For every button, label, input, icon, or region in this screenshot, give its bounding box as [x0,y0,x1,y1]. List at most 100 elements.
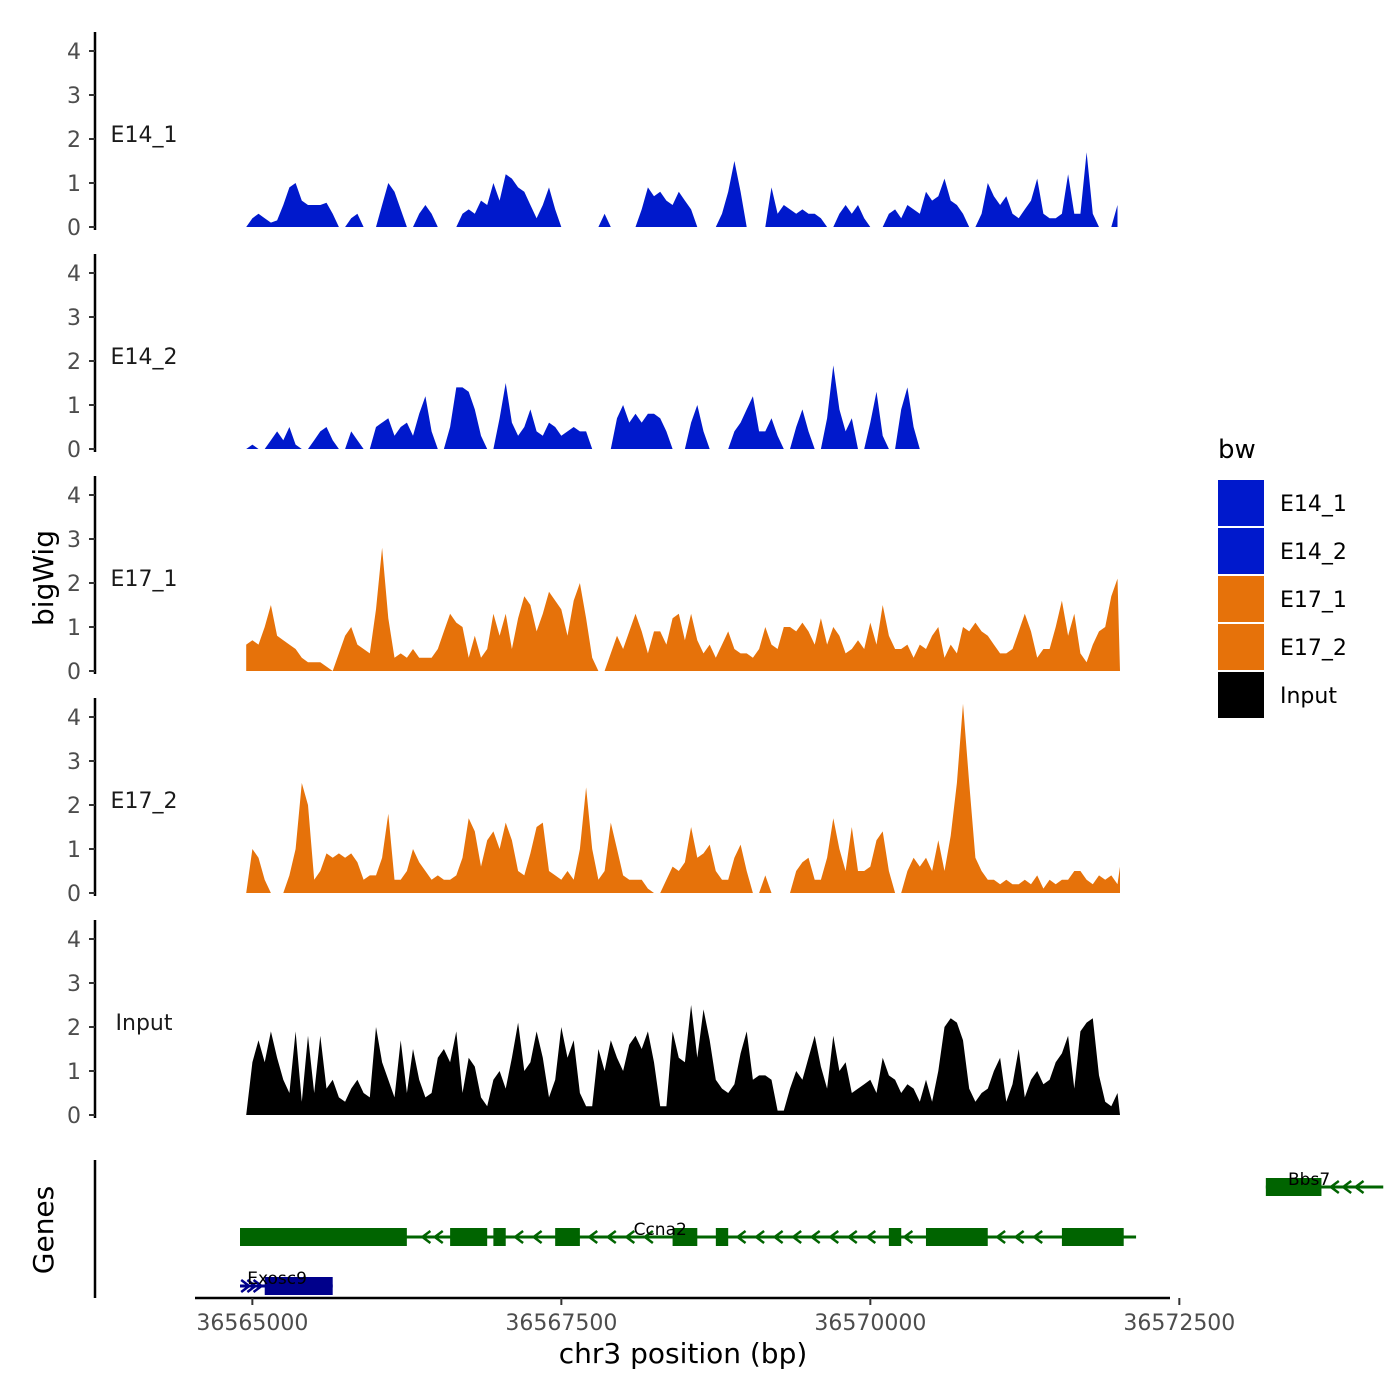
y-tick-label: 2 [67,1016,81,1041]
y-tick-label: 1 [67,838,81,863]
legend-swatch-Input [1218,672,1264,718]
gene-Ccna2: Ccna2 [240,1220,1137,1246]
strand-arrow-icon [1328,1180,1340,1194]
gene-Exosc9: Exosc9 [240,1269,333,1295]
x-tick-label: 36572500 [1123,1311,1235,1336]
strand-arrow-icon [531,1230,543,1244]
y-tick-label: 4 [67,928,81,953]
legend-label-E17_1: E17_1 [1280,588,1347,613]
strand-arrow-icon [809,1230,821,1244]
legend-swatch-E14_1 [1218,480,1264,526]
gene-exon-block [1061,1228,1124,1246]
gene-exon-block [672,1228,698,1246]
bigwig-tracks: 0 1 2 3 4 E14_1 0 1 2 3 4 E14_2 0 1 2 3 4 E17_1 0 1 2 3 4 E17_2… [67,32,1120,1129]
y-tick-label: 0 [67,438,81,463]
gene-exon-block [715,1228,729,1246]
strand-arrow-icon [754,1230,765,1244]
strand-arrow-icon [1013,1230,1025,1244]
strand-arrow-icon [642,1230,654,1244]
coverage-area-E14_2-4 [369,396,438,449]
legend-label-E17_2: E17_2 [1280,636,1347,661]
coverage-area-E14_2-9 [728,396,784,449]
gene-label-Exosc9: Exosc9 [247,1269,307,1289]
gene-exon-block [240,1228,407,1246]
y-tick-label: 1 [67,172,81,197]
gene-exon-block [925,1228,988,1246]
legend-swatch-E14_2 [1218,528,1264,574]
strand-arrow-icon [252,1278,264,1294]
y-tick-label: 1 [67,616,81,641]
coverage-area-E14_1-4 [456,174,562,227]
legend-label-Input: Input [1280,684,1337,709]
coverage-area-E14_2-7 [610,405,673,449]
y-axis-title: bigWig [27,530,60,626]
coverage-area-E14_2-8 [684,405,710,449]
coverage-area-E17_1-0 [246,547,599,671]
coverage-area-E14_1-3 [413,205,438,227]
gene-exon-block [555,1228,580,1246]
track-Input: 0 1 2 3 4 Input [67,920,1120,1129]
track-label-E14_1: E14_1 [111,123,178,148]
gene-exon-block [493,1228,506,1246]
coverage-area-E14_2-5 [443,387,488,449]
coverage-area-Input-0 [246,1005,1120,1115]
track-label-Input: Input [116,1011,173,1036]
coverage-area-E14_1-7 [715,161,747,227]
x-tick-label: 36565000 [196,1311,308,1336]
legend-label-E14_2: E14_2 [1280,540,1347,565]
strand-arrow-icon [605,1230,617,1244]
coverage-area-E17_2-0 [246,849,271,893]
gene-exon-block [1265,1178,1322,1196]
coverage-area-E14_1-2 [376,183,407,227]
x-tick-label: 36567500 [505,1311,617,1336]
track-label-E17_1: E17_1 [111,567,178,592]
coverage-area-E17_2-5 [901,703,1120,893]
coverage-area-E14_2-3 [345,431,364,449]
y-tick-label: 3 [67,84,81,109]
legend-title: bw [1218,435,1256,465]
coverage-area-E14_1-12 [1111,205,1118,227]
coverage-area-E14_1-5 [598,213,611,227]
y-tick-label: 2 [67,350,81,375]
x-tick-label: 36570000 [814,1311,926,1336]
strand-arrow-icon [420,1230,432,1244]
strand-arrow-icon [865,1230,877,1244]
coverage-area-E14_2-0 [246,444,259,449]
y-tick-label: 4 [67,40,81,65]
legend: bw E14_1 E14_2 E17_1 E17_2 Input [1218,435,1347,718]
coverage-area-E14_1-6 [635,187,698,227]
strand-arrow-icon [791,1230,802,1244]
strand-arrow-icon [1032,1230,1043,1244]
strand-arrow-icon [246,1279,258,1293]
y-tick-label: 2 [67,794,81,819]
x-axis-title: chr3 position (bp) [559,1337,808,1370]
y-tick-label: 4 [67,706,81,731]
coverage-area-E14_2-13 [895,387,920,449]
track-label-E17_2: E17_2 [111,789,178,814]
y-tick-label: 4 [67,484,81,509]
strand-arrow-icon [1341,1180,1352,1194]
strand-arrow-icon [995,1230,1006,1244]
y-tick-label: 1 [67,1060,81,1085]
track-E17_1: 0 1 2 3 4 E17_1 [67,476,1120,685]
legend-label-E14_1: E14_1 [1280,492,1347,517]
strand-arrow-icon [828,1230,840,1244]
y-tick-label: 2 [67,128,81,153]
track-E17_2: 0 1 2 3 4 E17_2 [67,698,1120,907]
gene-exon-block [888,1228,902,1246]
x-axis: 36565000 36567500 36570000 36572500 [195,1296,1235,1336]
strand-arrow-icon [240,1279,252,1293]
gene-label-Ccna2: Ccna2 [634,1220,687,1240]
coverage-area-E17_2-1 [283,783,654,893]
y-tick-label: 3 [67,750,81,775]
y-tick-label: 3 [67,306,81,331]
strand-arrow-icon [735,1230,747,1244]
strand-arrow-icon [772,1230,784,1244]
coverage-area-E17_2-3 [759,875,772,893]
y-tick-label: 2 [67,572,81,597]
coverage-area-E14_1-1 [345,213,364,227]
coverage-area-E14_1-9 [833,205,871,227]
y-tick-label: 1 [67,394,81,419]
coverage-area-E14_1-8 [765,187,828,227]
coverage-area-E14_2-11 [820,365,858,449]
